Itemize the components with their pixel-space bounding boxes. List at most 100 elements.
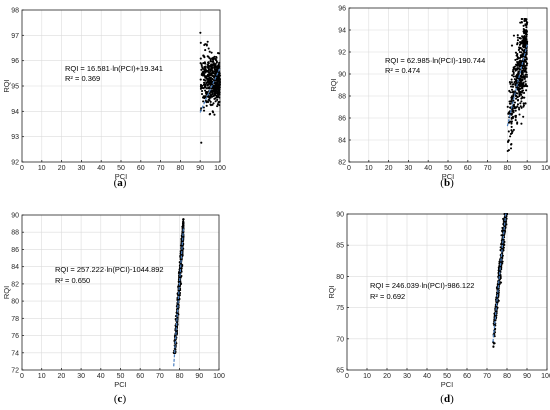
y-axis-title: RQI — [327, 285, 336, 298]
data-point — [216, 92, 219, 95]
x-axis-title: PCI — [442, 172, 455, 181]
data-point — [215, 89, 218, 92]
data-point — [208, 113, 211, 116]
data-point — [499, 249, 502, 252]
data-point — [212, 75, 215, 78]
x-tick-label: 80 — [177, 165, 185, 172]
data-point — [508, 81, 511, 84]
data-point — [506, 149, 509, 153]
data-point — [214, 81, 217, 85]
data-point — [522, 115, 525, 118]
data-point — [519, 75, 522, 78]
data-point — [205, 81, 208, 85]
y-tick-label: 88 — [11, 230, 19, 237]
data-point — [216, 52, 220, 55]
data-point — [521, 96, 524, 99]
data-point — [202, 78, 205, 81]
data-point — [516, 52, 519, 56]
x-tick-label: 60 — [463, 373, 471, 380]
data-point — [210, 65, 213, 68]
data-point — [180, 253, 183, 256]
data-point — [205, 43, 208, 46]
data-point — [218, 96, 221, 99]
y-tick-label: 98 — [11, 8, 19, 15]
data-point — [513, 65, 517, 68]
data-point — [525, 71, 528, 74]
data-point — [207, 61, 210, 64]
data-point — [512, 94, 515, 97]
data-point — [515, 106, 518, 109]
data-point — [523, 32, 526, 35]
panel-label-letter: b — [444, 177, 450, 189]
data-point — [518, 108, 521, 111]
data-point — [518, 37, 521, 40]
data-point — [217, 74, 220, 77]
x-tick-label: 20 — [383, 373, 391, 380]
data-point — [510, 78, 513, 81]
fit-curve — [173, 226, 185, 367]
data-point — [523, 76, 526, 79]
data-point — [207, 87, 210, 90]
data-point — [510, 100, 513, 103]
data-point — [216, 98, 219, 101]
x-tick-label: 30 — [405, 165, 413, 172]
data-point — [525, 35, 528, 38]
data-point — [213, 55, 216, 58]
data-point — [215, 55, 218, 59]
y-tick-label: 90 — [338, 72, 346, 79]
data-point — [207, 95, 210, 99]
data-point — [180, 240, 183, 243]
data-point — [218, 86, 221, 89]
data-point — [524, 73, 527, 76]
data-point — [518, 113, 521, 116]
data-point — [208, 71, 211, 74]
data-point — [200, 63, 203, 66]
data-point — [209, 79, 212, 82]
data-point — [201, 96, 205, 99]
y-tick-label: 94 — [338, 28, 346, 35]
x-tick-label: 10 — [38, 373, 46, 380]
data-point — [509, 82, 512, 85]
x-tick-label: 50 — [117, 165, 125, 172]
data-point — [522, 37, 525, 41]
x-tick-label: 0 — [347, 165, 351, 172]
x-tick-label: 70 — [484, 165, 492, 172]
data-point — [513, 81, 516, 84]
y-tick-label: 65 — [336, 368, 344, 375]
x-tick-label: 50 — [117, 373, 125, 380]
data-point — [495, 301, 498, 304]
data-point — [520, 84, 524, 87]
data-point — [206, 69, 210, 73]
data-point — [210, 51, 213, 54]
x-tick-label: 30 — [78, 165, 86, 172]
data-point — [516, 121, 519, 124]
fit-curve — [492, 213, 507, 342]
data-point — [211, 77, 214, 80]
y-tick-label: 75 — [336, 305, 344, 312]
data-point — [516, 42, 519, 45]
data-point — [209, 100, 212, 103]
data-point — [494, 314, 497, 317]
y-tick-label: 90 — [336, 212, 344, 219]
data-point — [520, 21, 523, 24]
data-point — [501, 254, 504, 257]
panel-label-open-paren: ( — [440, 393, 444, 405]
data-point — [525, 52, 528, 56]
data-point — [525, 62, 529, 65]
data-point — [522, 43, 525, 46]
data-point — [494, 319, 497, 322]
x-tick-label: 50 — [444, 165, 452, 172]
data-point — [514, 69, 517, 72]
data-point — [218, 93, 221, 96]
r-squared-label: R² = 0.369 — [65, 74, 100, 83]
data-point — [525, 85, 528, 88]
y-tick-label: 86 — [338, 116, 346, 123]
panel-label-close-paren: ) — [450, 177, 454, 189]
data-point — [218, 83, 221, 86]
data-point — [515, 79, 518, 82]
data-point — [492, 341, 495, 344]
x-tick-label: 80 — [504, 165, 512, 172]
data-point — [209, 78, 212, 81]
data-point — [518, 83, 521, 86]
